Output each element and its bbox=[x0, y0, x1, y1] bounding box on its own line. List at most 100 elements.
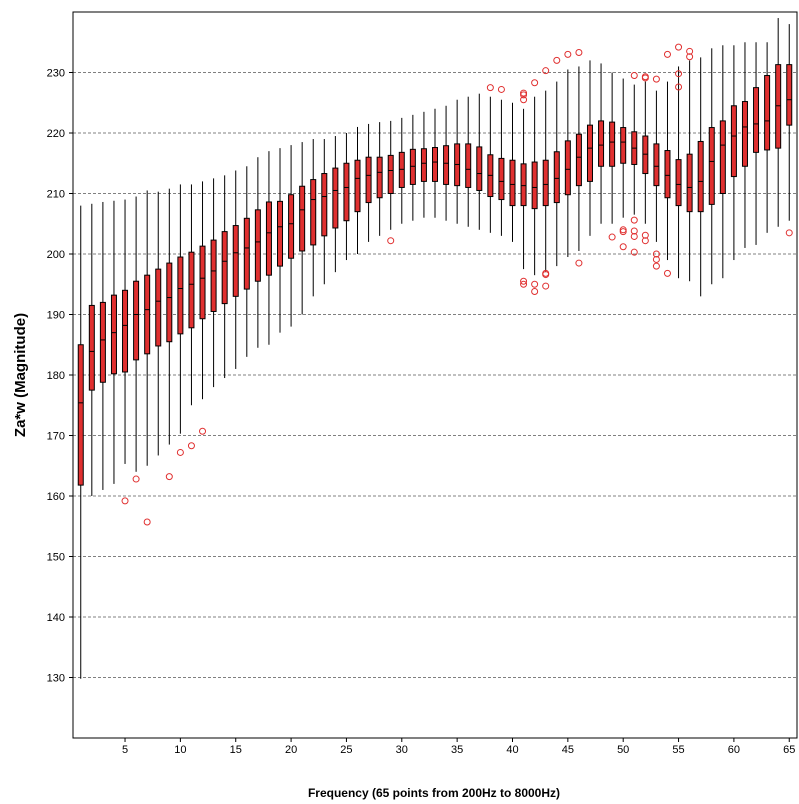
box-body bbox=[177, 256, 184, 335]
box-21 bbox=[299, 142, 306, 315]
outlier-point bbox=[520, 96, 528, 104]
outlier-point bbox=[619, 226, 627, 234]
box-body bbox=[620, 127, 627, 164]
y-tick-label: 130 bbox=[47, 673, 65, 685]
outlier-point bbox=[497, 85, 505, 93]
box-27 bbox=[365, 123, 372, 242]
x-tick-label: 5 bbox=[122, 744, 128, 756]
box-43 bbox=[542, 90, 549, 273]
outlier-point bbox=[520, 277, 528, 285]
box-35 bbox=[454, 99, 461, 224]
outlier-point bbox=[575, 259, 583, 267]
box-40 bbox=[509, 102, 516, 242]
box-14 bbox=[221, 175, 228, 379]
box-48 bbox=[598, 63, 605, 224]
box-58 bbox=[708, 48, 715, 285]
box-body bbox=[188, 251, 195, 329]
box-body bbox=[210, 239, 217, 312]
box-body bbox=[409, 148, 416, 185]
box-31 bbox=[409, 114, 416, 221]
box-body bbox=[432, 147, 438, 182]
box-body bbox=[365, 156, 372, 204]
box-body bbox=[77, 344, 84, 486]
box-12 bbox=[199, 181, 206, 400]
box-11 bbox=[188, 184, 195, 406]
box-body bbox=[664, 150, 671, 199]
outlier-point bbox=[486, 84, 494, 92]
outlier-point bbox=[630, 232, 638, 240]
box-body bbox=[232, 225, 239, 297]
box-body bbox=[730, 105, 737, 178]
outlier-point bbox=[652, 250, 660, 258]
x-tick-label: 35 bbox=[451, 744, 463, 756]
box-64 bbox=[775, 18, 782, 227]
box-body bbox=[99, 301, 106, 383]
outlier-point bbox=[542, 271, 550, 279]
box-1 bbox=[77, 205, 84, 679]
outlier-point bbox=[520, 91, 528, 99]
outlier-point bbox=[143, 518, 151, 526]
box-body bbox=[265, 201, 272, 276]
box-53 bbox=[653, 90, 660, 242]
outlier-point bbox=[132, 475, 140, 483]
box-17 bbox=[254, 157, 261, 348]
outlier-point bbox=[542, 67, 550, 75]
box-body bbox=[88, 304, 95, 391]
box-26 bbox=[354, 126, 361, 254]
y-tick-label: 150 bbox=[47, 552, 65, 564]
box-body bbox=[753, 87, 760, 153]
outlier-point bbox=[630, 72, 638, 80]
outlier-point bbox=[675, 43, 683, 51]
box-60 bbox=[730, 45, 737, 261]
box-10 bbox=[177, 184, 184, 434]
outlier-point bbox=[641, 237, 649, 245]
outlier-point bbox=[686, 47, 694, 55]
x-tick-label: 60 bbox=[728, 744, 740, 756]
x-tick-label: 30 bbox=[396, 744, 408, 756]
box-body bbox=[609, 121, 616, 167]
outlier-point bbox=[121, 497, 129, 505]
x-tick-label: 15 bbox=[230, 744, 242, 756]
outlier-point bbox=[630, 227, 638, 235]
box-body bbox=[465, 143, 472, 188]
box-54 bbox=[664, 81, 671, 261]
box-body bbox=[764, 75, 771, 151]
box-body bbox=[376, 156, 383, 199]
outlier-point bbox=[531, 79, 539, 87]
box-49 bbox=[609, 72, 616, 224]
outlier-point bbox=[564, 50, 572, 58]
box-body bbox=[642, 135, 649, 175]
y-tick-label: 230 bbox=[47, 68, 65, 80]
box-5 bbox=[122, 199, 129, 464]
box-4 bbox=[110, 200, 117, 484]
x-axis: 5 10 15 20 25 30 35 40 45 50 55 60 65 bbox=[122, 738, 795, 756]
box-52 bbox=[642, 81, 649, 224]
y-tick-label: 160 bbox=[47, 491, 65, 503]
box-56 bbox=[686, 60, 693, 282]
box-59 bbox=[719, 45, 726, 279]
outlier-point bbox=[608, 233, 616, 241]
box-body bbox=[575, 133, 582, 187]
box-22 bbox=[310, 139, 317, 297]
box-body bbox=[133, 280, 140, 361]
y-tick-label: 200 bbox=[47, 249, 65, 261]
box-body bbox=[542, 159, 549, 207]
outlier-point bbox=[619, 243, 627, 251]
x-tick-label: 25 bbox=[340, 744, 352, 756]
box-6 bbox=[133, 196, 140, 472]
box-16 bbox=[243, 166, 250, 357]
box-body bbox=[254, 209, 261, 282]
box-63 bbox=[764, 42, 771, 233]
box-body bbox=[697, 140, 704, 213]
box-65 bbox=[786, 24, 793, 221]
box-body bbox=[155, 268, 162, 347]
box-20 bbox=[288, 145, 295, 327]
outlier-point bbox=[520, 280, 528, 288]
box-41 bbox=[520, 108, 527, 270]
box-body bbox=[321, 173, 328, 237]
box-2 bbox=[88, 203, 95, 496]
x-tick-label: 65 bbox=[783, 744, 795, 756]
outlier-point bbox=[663, 269, 671, 277]
outlier-point bbox=[520, 89, 528, 97]
outlier-point bbox=[686, 53, 694, 61]
